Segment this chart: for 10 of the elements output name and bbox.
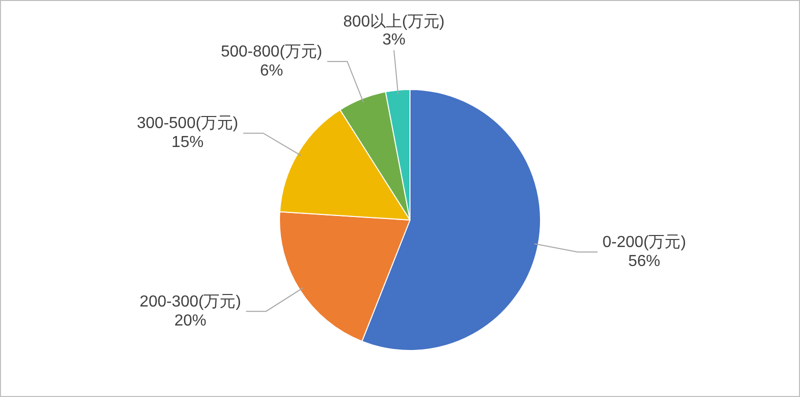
slice-label: 200-300(万元) bbox=[140, 293, 242, 310]
slice-label: 300-500(万元) bbox=[136, 115, 238, 132]
data-label: 56% bbox=[628, 252, 660, 270]
data-label: 3% bbox=[382, 32, 406, 49]
slice-label: 500-800(万元) bbox=[220, 43, 322, 60]
data-label: 20% bbox=[174, 312, 206, 330]
slice-label: 0-200(万元) bbox=[602, 234, 686, 251]
data-label: 6% bbox=[260, 62, 284, 80]
data-label: 15% bbox=[172, 134, 204, 152]
slice-label: 800以上(万元) bbox=[343, 12, 445, 31]
